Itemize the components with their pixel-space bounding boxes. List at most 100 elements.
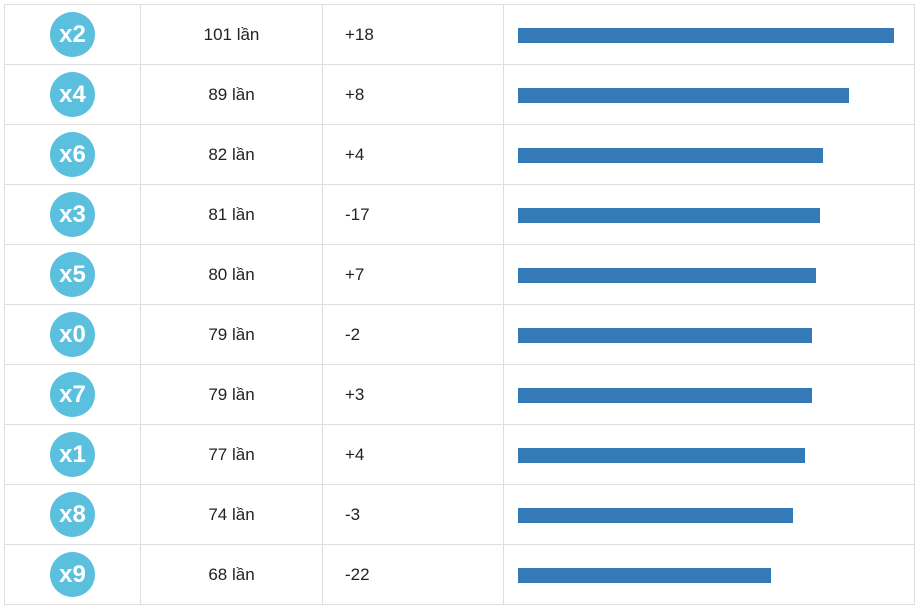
- frequency-table-body: x2 101 lần +18 x4 89 lần +8 x6 82 lần +4 x3 81 lần…: [4, 4, 915, 605]
- badge-cell: x9: [4, 544, 141, 605]
- change-value: +4: [345, 144, 365, 164]
- table-row: x7 79 lần +3: [4, 364, 915, 425]
- occurrence-count: 82 lần: [208, 144, 255, 164]
- occurrence-count: 74 lần: [208, 504, 255, 524]
- count-cell: 80 lần: [140, 244, 323, 305]
- occurrence-count: 79 lần: [208, 384, 255, 404]
- table-row: x4 89 lần +8: [4, 64, 915, 125]
- frequency-bar: [518, 28, 894, 43]
- bar-cell: [503, 184, 915, 245]
- delta-cell: +4: [322, 124, 504, 185]
- occurrence-count: 68 lần: [208, 564, 255, 584]
- badge-cell: x8: [4, 484, 141, 545]
- delta-cell: +8: [322, 64, 504, 125]
- bar-cell: [503, 484, 915, 545]
- frequency-bar: [518, 568, 771, 583]
- bar-track: [518, 425, 914, 484]
- badge-cell: x1: [4, 424, 141, 485]
- change-value: -22: [345, 564, 370, 584]
- bar-cell: [503, 544, 915, 605]
- frequency-bar: [518, 388, 812, 403]
- change-value: -17: [345, 204, 370, 224]
- table-row: x5 80 lần +7: [4, 244, 915, 305]
- table-row: x2 101 lần +18: [4, 4, 915, 65]
- occurrence-count: 101 lần: [203, 24, 260, 44]
- badge-cell: x0: [4, 304, 141, 365]
- table-row: x0 79 lần -2: [4, 304, 915, 365]
- number-badge: x5: [50, 252, 95, 297]
- frequency-bar: [518, 88, 849, 103]
- occurrence-count: 79 lần: [208, 324, 255, 344]
- count-cell: 79 lần: [140, 304, 323, 365]
- frequency-bar: [518, 508, 793, 523]
- bar-cell: [503, 244, 915, 305]
- badge-cell: x4: [4, 64, 141, 125]
- change-value: +3: [345, 384, 365, 404]
- bar-track: [518, 485, 914, 544]
- bar-track: [518, 125, 914, 184]
- occurrence-count: 89 lần: [208, 84, 255, 104]
- count-cell: 89 lần: [140, 64, 323, 125]
- frequency-table: x2 101 lần +18 x4 89 lần +8 x6 82 lần +4 x3 81 lần…: [4, 4, 915, 605]
- frequency-bar: [518, 448, 805, 463]
- bar-track: [518, 5, 914, 64]
- count-cell: 77 lần: [140, 424, 323, 485]
- count-cell: 68 lần: [140, 544, 323, 605]
- delta-cell: -17: [322, 184, 504, 245]
- number-badge: x0: [50, 312, 95, 357]
- table-row: x6 82 lần +4: [4, 124, 915, 185]
- frequency-bar: [518, 148, 823, 163]
- count-cell: 74 lần: [140, 484, 323, 545]
- number-badge: x2: [50, 12, 95, 57]
- change-value: +4: [345, 444, 365, 464]
- bar-cell: [503, 424, 915, 485]
- occurrence-count: 80 lần: [208, 264, 255, 284]
- table-row: x8 74 lần -3: [4, 484, 915, 545]
- delta-cell: -22: [322, 544, 504, 605]
- delta-cell: -3: [322, 484, 504, 545]
- badge-cell: x2: [4, 4, 141, 65]
- number-badge: x7: [50, 372, 95, 417]
- change-value: -3: [345, 504, 361, 524]
- occurrence-count: 77 lần: [208, 444, 255, 464]
- table-row: x9 68 lần -22: [4, 544, 915, 605]
- bar-cell: [503, 124, 915, 185]
- frequency-bar: [518, 328, 812, 343]
- bar-cell: [503, 304, 915, 365]
- delta-cell: +4: [322, 424, 504, 485]
- frequency-bar: [518, 268, 816, 283]
- bar-track: [518, 365, 914, 424]
- delta-cell: -2: [322, 304, 504, 365]
- badge-cell: x3: [4, 184, 141, 245]
- table-row: x1 77 lần +4: [4, 424, 915, 485]
- bar-track: [518, 305, 914, 364]
- count-cell: 79 lần: [140, 364, 323, 425]
- bar-cell: [503, 4, 915, 65]
- number-badge: x3: [50, 192, 95, 237]
- number-badge: x1: [50, 432, 95, 477]
- number-badge: x4: [50, 72, 95, 117]
- bar-cell: [503, 64, 915, 125]
- bar-cell: [503, 364, 915, 425]
- count-cell: 101 lần: [140, 4, 323, 65]
- change-value: -2: [345, 324, 361, 344]
- number-badge: x6: [50, 132, 95, 177]
- bar-track: [518, 65, 914, 124]
- frequency-bar: [518, 208, 820, 223]
- delta-cell: +18: [322, 4, 504, 65]
- count-cell: 82 lần: [140, 124, 323, 185]
- change-value: +7: [345, 264, 365, 284]
- bar-track: [518, 545, 914, 604]
- badge-cell: x7: [4, 364, 141, 425]
- table-row: x3 81 lần -17: [4, 184, 915, 245]
- change-value: +8: [345, 84, 365, 104]
- change-value: +18: [345, 24, 374, 44]
- badge-cell: x5: [4, 244, 141, 305]
- number-badge: x9: [50, 552, 95, 597]
- badge-cell: x6: [4, 124, 141, 185]
- delta-cell: +3: [322, 364, 504, 425]
- number-badge: x8: [50, 492, 95, 537]
- occurrence-count: 81 lần: [208, 204, 255, 224]
- delta-cell: +7: [322, 244, 504, 305]
- count-cell: 81 lần: [140, 184, 323, 245]
